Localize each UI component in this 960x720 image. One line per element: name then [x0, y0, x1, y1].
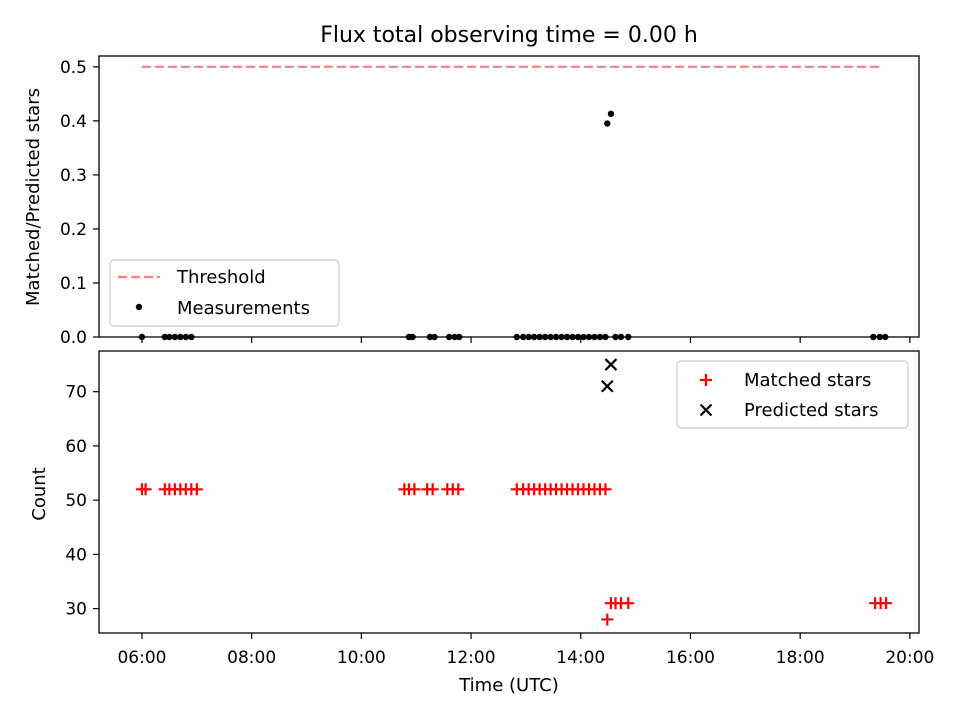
matched-star-point [426, 483, 439, 496]
matched-star-point [622, 597, 635, 610]
predicted-star-point [600, 379, 614, 393]
bottom-y-tick-label: 60 [65, 437, 87, 457]
top-y-tick-label: 0.2 [60, 220, 87, 240]
legend-measurement-label: Measurements [177, 298, 310, 319]
legend-frame [676, 360, 909, 429]
matched-star-point [408, 483, 421, 496]
legend-measurement-swatch [135, 303, 143, 311]
bottom-y-tick-label: 40 [65, 545, 87, 565]
top-y-tick-label: 0.5 [60, 58, 87, 78]
bottom-ticks: 06:00 08:00 10:00 12:00 14:00 16:00 18:00 20:00… [65, 383, 934, 668]
measurement-point [604, 120, 611, 127]
matched-star-point [139, 483, 152, 496]
matched-star-point [190, 483, 203, 496]
matched-star-point [599, 483, 612, 496]
top-ticks: 0.0 0.1 0.2 0.3 0.4 0.5 [60, 58, 911, 348]
legend-predicted-swatch [699, 403, 713, 417]
matched-star-point [601, 613, 614, 626]
x-axis-label: Time (UTC) [458, 675, 559, 696]
predicted-star-point [604, 358, 618, 371]
x-tick-label: 08:00 [227, 648, 276, 668]
bottom-y-tick-label: 50 [65, 491, 87, 511]
top-axes-frame [98, 55, 920, 338]
top-y-tick-label: 0.1 [60, 274, 87, 294]
bottom-marks [135, 358, 893, 626]
x-tick-label: 16:00 [666, 648, 715, 668]
top-y-tick-label: 0.4 [60, 112, 87, 132]
legend-matched-label: Matched stars [744, 370, 871, 391]
top-panel: Matched/Predicted stars 0.00.10.20.30.40… [23, 55, 920, 348]
bottom-y-tick-label: 30 [65, 600, 87, 620]
x-tick-label: 10:00 [337, 648, 386, 668]
top-y-axis-label: Matched/Predicted stars [23, 88, 44, 306]
legend-threshold-label: Threshold [176, 267, 266, 288]
legend-predicted-label: Predicted stars [744, 400, 878, 421]
x-tick-label: 18:00 [776, 648, 825, 668]
bottom-y-axis-label: Count [29, 467, 50, 520]
matched-star-point [452, 483, 465, 496]
bottom-y-tick-label: 70 [65, 383, 87, 403]
legend-matched-swatch [700, 374, 712, 386]
chart-title: Flux total observing time = 0.00 h [320, 23, 698, 48]
top-legend: Threshold Measurements [109, 259, 340, 327]
top-y-tick-label: 0.0 [60, 328, 87, 348]
x-tick-label: 20:00 [885, 648, 934, 668]
bottom-panel: Count Time (UTC) 06:00 08:00 10:00 12:00 14:… [29, 350, 934, 696]
bottom-axes-frame [98, 350, 920, 634]
x-tick-label: 12:00 [447, 648, 496, 668]
top-y-tick-label: 0.3 [60, 166, 87, 186]
matched-star-point [880, 597, 893, 610]
bottom-legend: Matched stars Predicted stars [676, 360, 909, 429]
measurement-point [607, 110, 615, 118]
x-tick-label: 06:00 [117, 648, 166, 668]
x-tick-label: 14:00 [556, 648, 605, 668]
legend-frame [109, 259, 340, 327]
